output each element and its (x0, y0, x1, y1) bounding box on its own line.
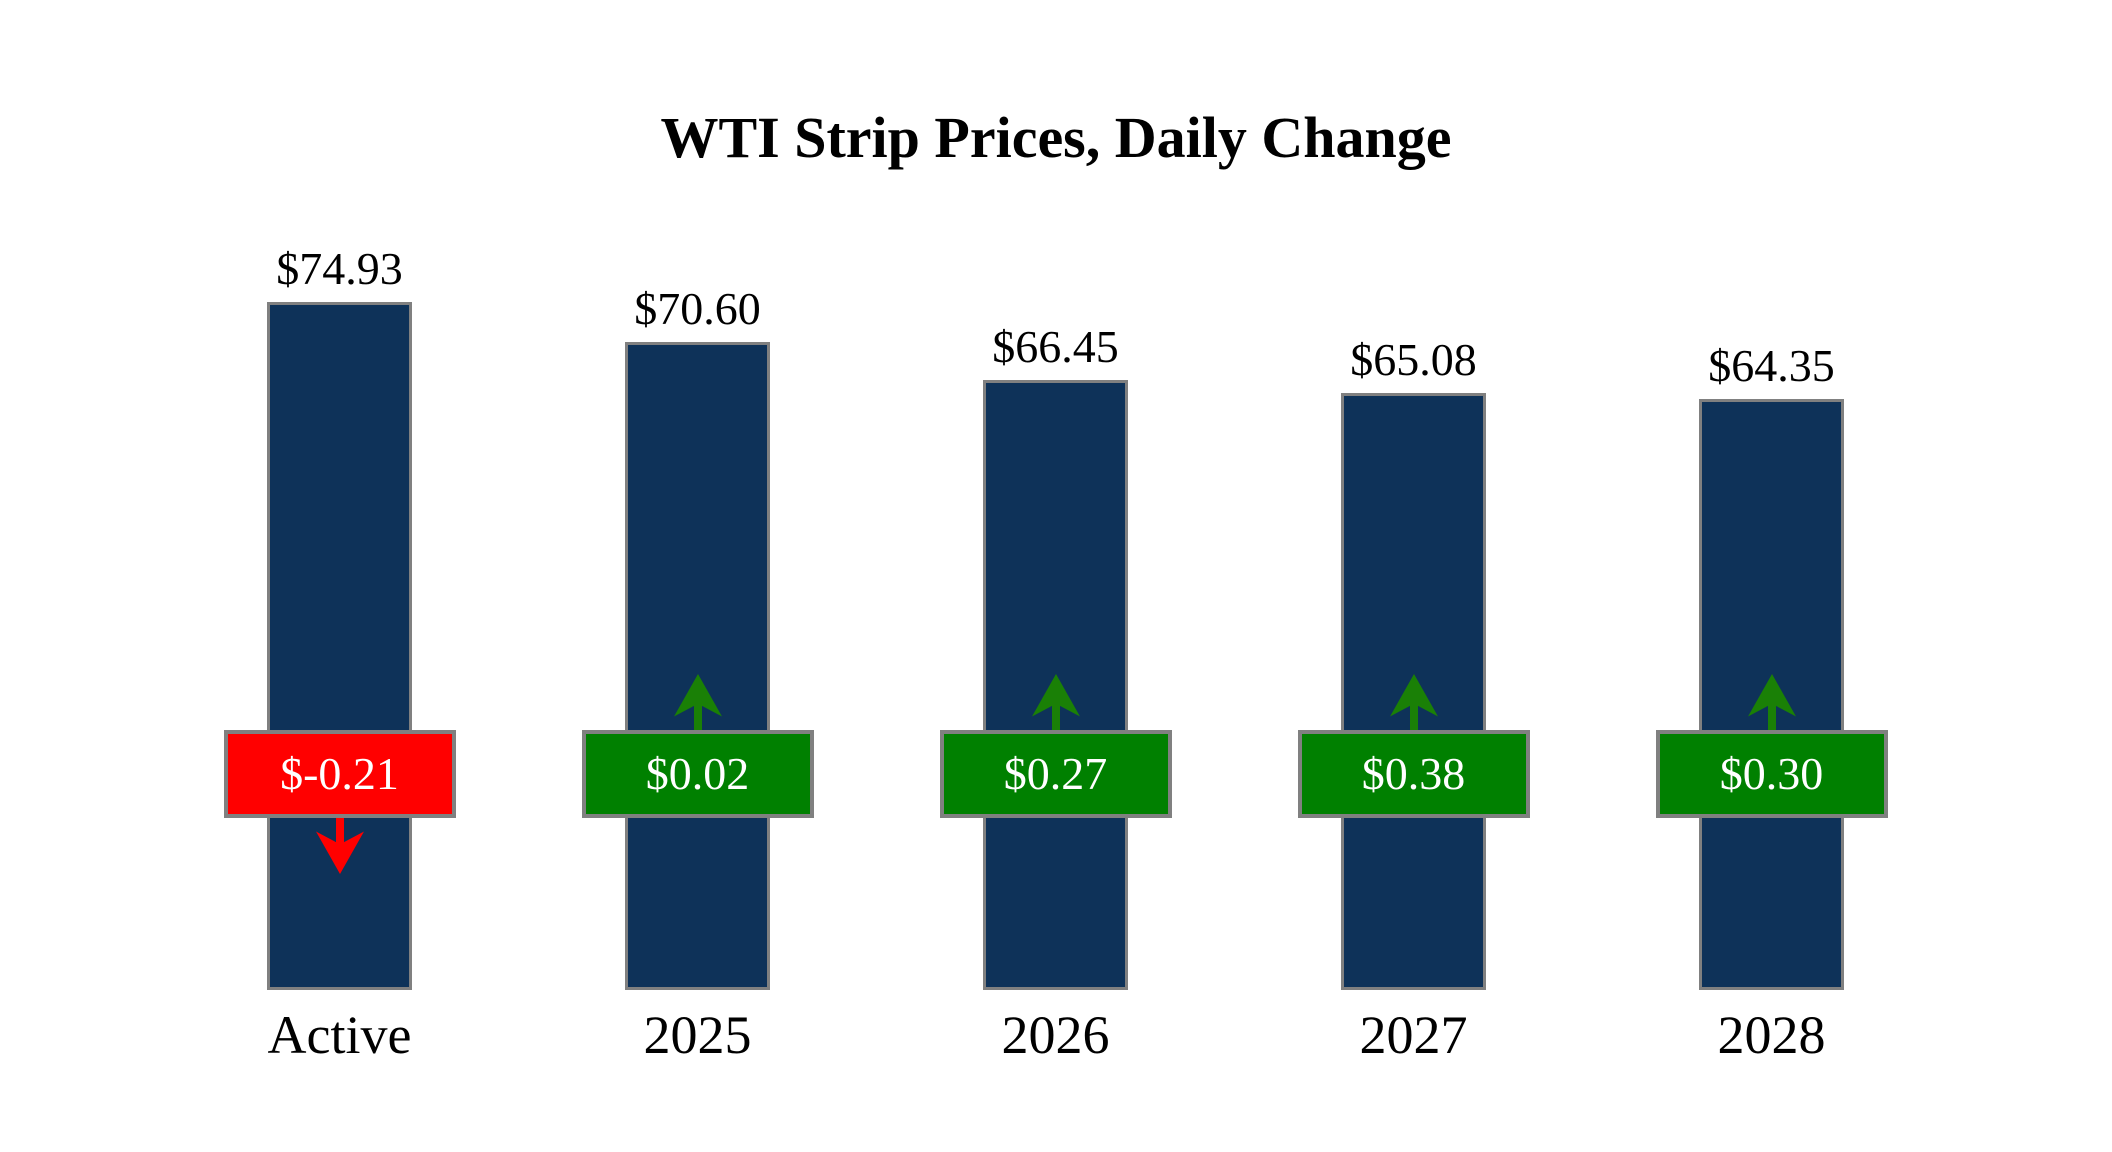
category-label: Active (267, 1005, 412, 1065)
category-label: 2026 (1001, 1005, 1110, 1065)
bar-value-label: $74.93 (276, 243, 403, 294)
bar-value-label: $70.60 (634, 283, 761, 334)
up-arrow-icon (670, 674, 726, 737)
bar (267, 302, 412, 990)
bar-value-label: $66.45 (992, 321, 1119, 372)
change-badge: $-0.21 (223, 730, 456, 818)
change-badge-label: $0.38 (1361, 748, 1466, 799)
change-badge: $0.27 (939, 730, 1172, 818)
bar-value-label: $65.08 (1350, 334, 1477, 385)
category-label: 2025 (643, 1005, 752, 1065)
change-badge: $0.02 (581, 730, 814, 818)
category-label: 2028 (1717, 1005, 1826, 1065)
change-badge-label: $-0.21 (280, 748, 399, 799)
change-badge: $0.38 (1297, 730, 1530, 818)
chart-title: WTI Strip Prices, Daily Change (660, 105, 1452, 170)
category-label: 2027 (1359, 1005, 1468, 1065)
change-badge-label: $0.02 (645, 748, 750, 799)
up-arrow-icon (1744, 674, 1800, 737)
change-badge-label: $0.27 (1003, 748, 1108, 799)
up-arrow-icon (1386, 674, 1442, 737)
change-badge-label: $0.30 (1719, 748, 1824, 799)
change-badge: $0.30 (1655, 730, 1888, 818)
down-arrow-icon (312, 816, 368, 879)
bar-value-label: $64.35 (1708, 340, 1835, 391)
bar (625, 342, 770, 990)
up-arrow-icon (1028, 674, 1084, 737)
